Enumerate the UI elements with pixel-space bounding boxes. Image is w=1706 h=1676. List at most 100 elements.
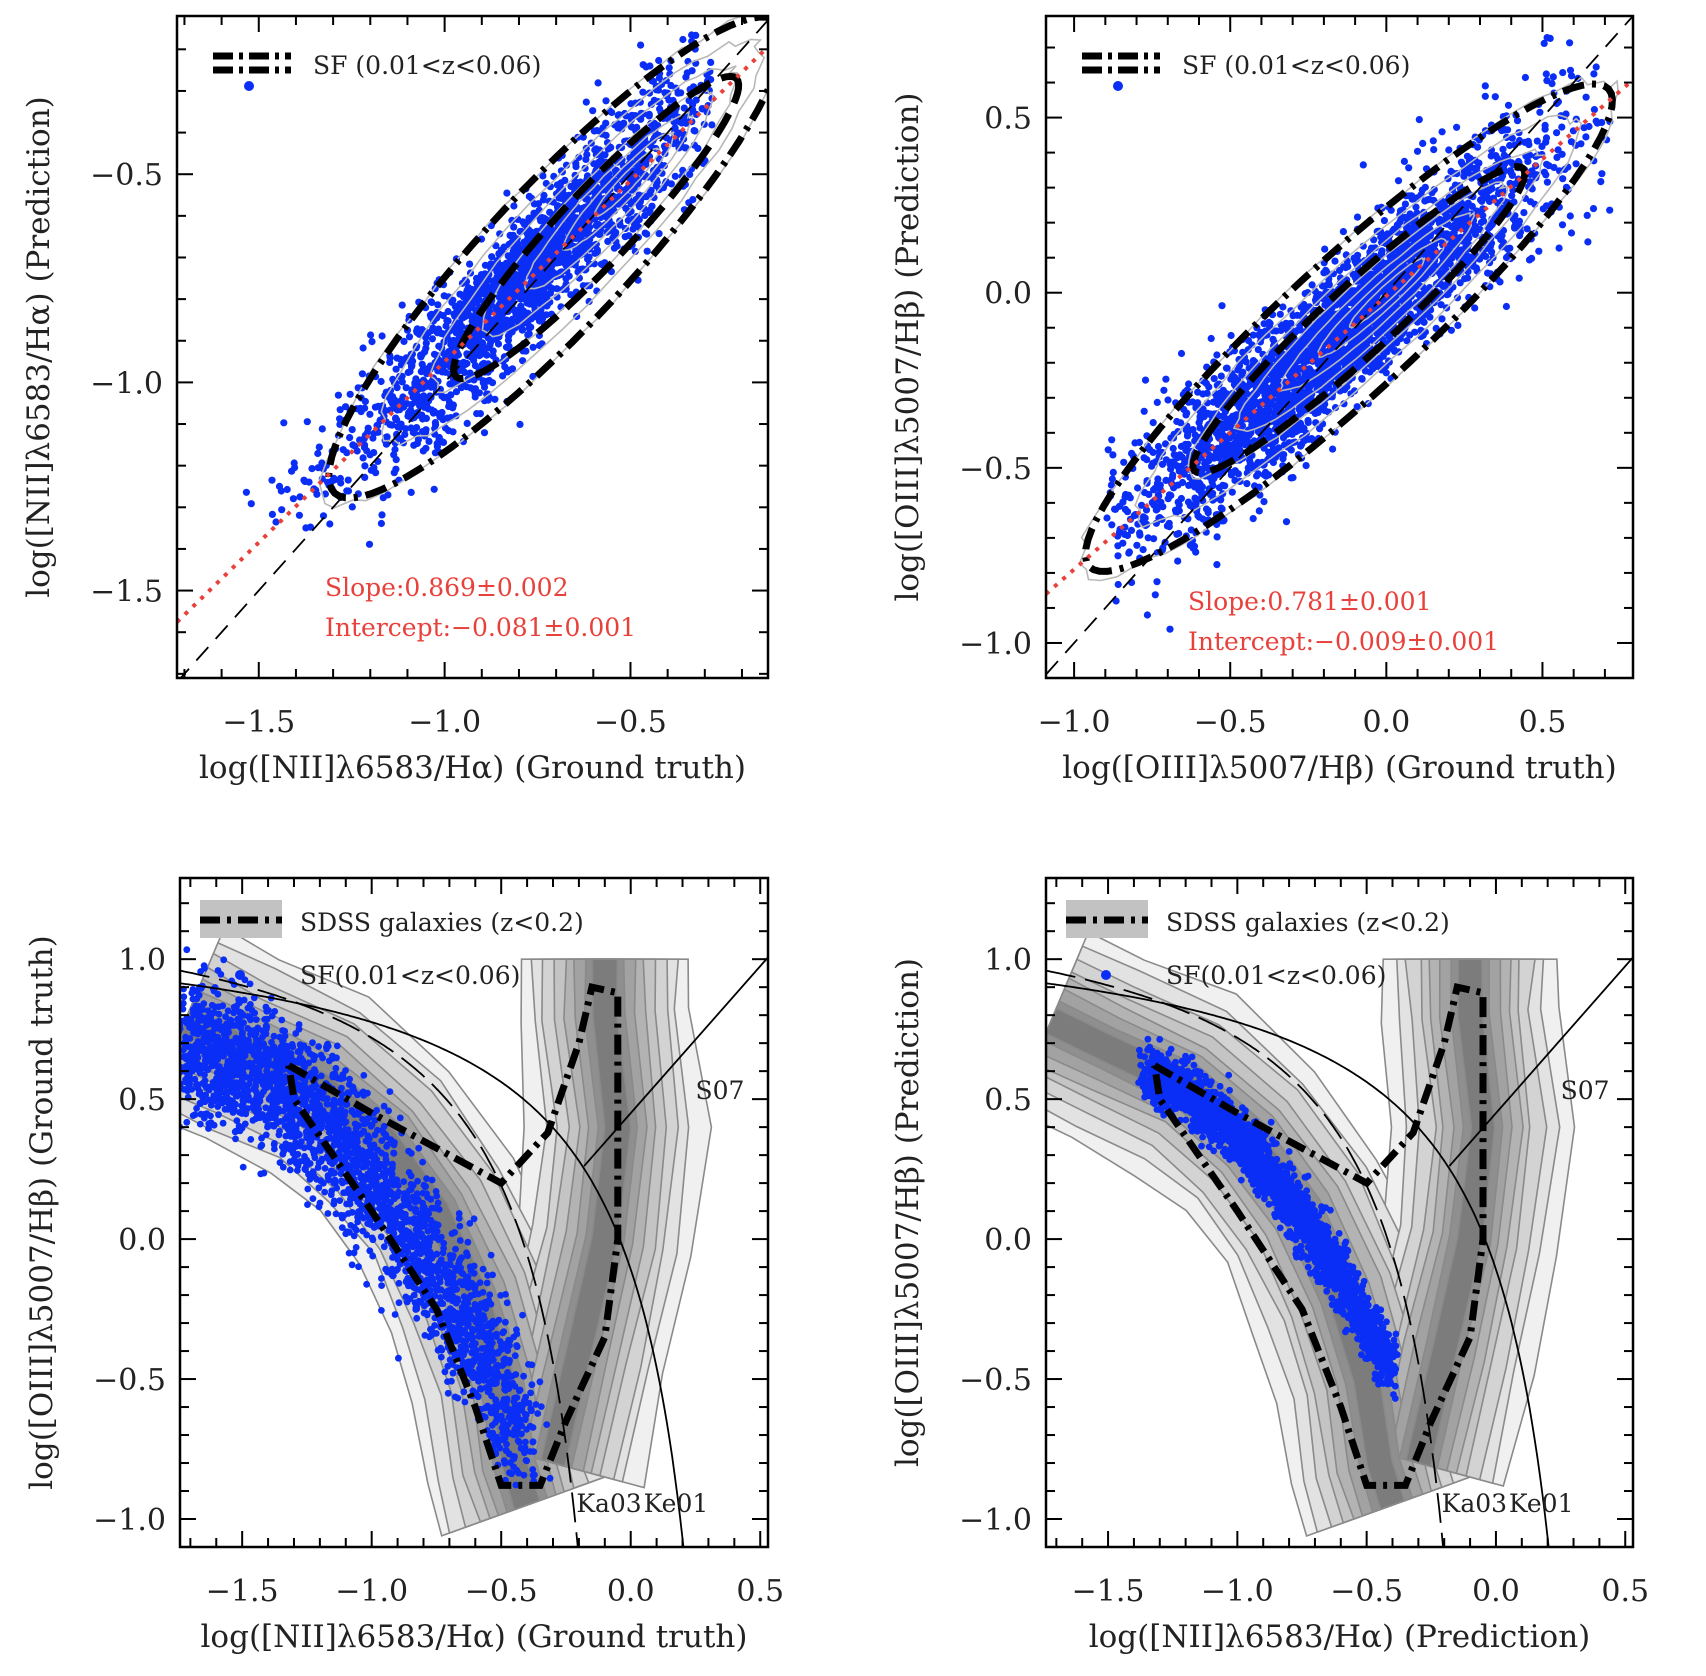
data-point — [510, 306, 518, 314]
data-point — [1133, 541, 1141, 549]
data-point — [680, 104, 688, 112]
data-point — [1545, 162, 1553, 170]
data-point — [336, 406, 344, 414]
data-point — [1549, 73, 1557, 81]
data-point — [602, 97, 610, 105]
data-point — [1108, 436, 1116, 444]
data-point — [1139, 546, 1147, 554]
data-point — [562, 225, 570, 233]
data-point — [1210, 375, 1218, 383]
confidence-contours — [325, 16, 768, 502]
data-point — [585, 297, 593, 306]
data-point — [326, 520, 334, 528]
data-point — [510, 223, 518, 231]
data-point — [1172, 508, 1180, 516]
data-point — [1504, 126, 1512, 134]
data-point — [1428, 269, 1436, 278]
y-tick-label: −1.0 — [90, 366, 163, 401]
data-point — [420, 392, 428, 400]
data-point — [637, 41, 645, 49]
data-point — [1339, 228, 1347, 236]
data-point — [544, 249, 553, 257]
data-point — [422, 333, 430, 342]
data-point — [484, 344, 492, 352]
data-point — [1445, 146, 1453, 154]
data-point — [1491, 93, 1499, 101]
plot-area — [1046, 16, 1633, 676]
data-point — [353, 447, 361, 455]
data-point — [504, 318, 512, 326]
data-point — [604, 237, 612, 245]
data-point — [535, 257, 543, 265]
data-point — [365, 540, 374, 548]
data-point — [302, 524, 310, 532]
data-point — [1144, 534, 1152, 542]
data-point — [1508, 192, 1516, 200]
data-point — [397, 435, 405, 443]
data-point — [392, 414, 400, 422]
data-point — [665, 64, 673, 72]
data-point — [1405, 164, 1413, 172]
data-point — [1186, 502, 1194, 510]
data-point — [268, 476, 276, 484]
data-point — [504, 332, 513, 340]
data-point — [1151, 591, 1159, 599]
data-point — [627, 100, 635, 108]
plot-area — [177, 16, 768, 678]
data-point — [581, 164, 589, 172]
data-point — [1331, 257, 1339, 265]
x-tick-label: −1.0 — [408, 705, 481, 740]
data-point — [1373, 358, 1381, 366]
data-point — [625, 232, 633, 240]
data-point — [1526, 198, 1535, 206]
data-point — [402, 425, 410, 433]
data-point — [1235, 355, 1243, 364]
data-point — [1222, 421, 1230, 429]
data-point — [1582, 93, 1590, 101]
data-point — [348, 426, 356, 434]
data-point — [1103, 514, 1111, 522]
data-point — [514, 240, 522, 248]
data-point — [295, 511, 303, 519]
data-point — [391, 445, 399, 454]
data-point — [1327, 377, 1335, 385]
data-point — [628, 111, 636, 119]
data-point — [1126, 494, 1134, 502]
data-point — [1421, 183, 1429, 191]
data-point — [492, 323, 500, 331]
data-point — [466, 260, 474, 268]
data-point — [1160, 386, 1168, 394]
data-point — [1406, 210, 1414, 218]
data-point — [1289, 312, 1297, 320]
y-tick-label: −1.5 — [90, 575, 163, 610]
data-point — [1308, 328, 1316, 336]
data-point — [517, 302, 525, 310]
data-point — [1540, 39, 1548, 48]
data-point — [1348, 287, 1356, 295]
data-point — [1166, 625, 1174, 633]
data-point — [1321, 245, 1329, 253]
data-point — [1208, 478, 1216, 486]
data-point — [346, 390, 354, 398]
data-point — [688, 31, 696, 39]
data-point — [296, 493, 304, 501]
data-point — [1203, 389, 1211, 397]
data-point — [1597, 178, 1605, 186]
data-point — [531, 306, 539, 314]
data-point — [481, 277, 489, 285]
data-point — [1279, 303, 1287, 311]
data-point — [1230, 448, 1238, 456]
data-point — [1204, 451, 1212, 459]
data-point — [367, 331, 375, 339]
data-point — [512, 275, 520, 283]
data-point — [1358, 375, 1366, 383]
data-point — [389, 404, 397, 412]
data-point — [524, 331, 532, 339]
data-point — [1255, 507, 1263, 515]
data-point — [1142, 506, 1151, 514]
data-point — [1238, 422, 1247, 430]
data-point — [1169, 444, 1177, 453]
data-point — [348, 503, 356, 511]
data-point — [315, 443, 323, 451]
data-point — [1419, 317, 1427, 325]
